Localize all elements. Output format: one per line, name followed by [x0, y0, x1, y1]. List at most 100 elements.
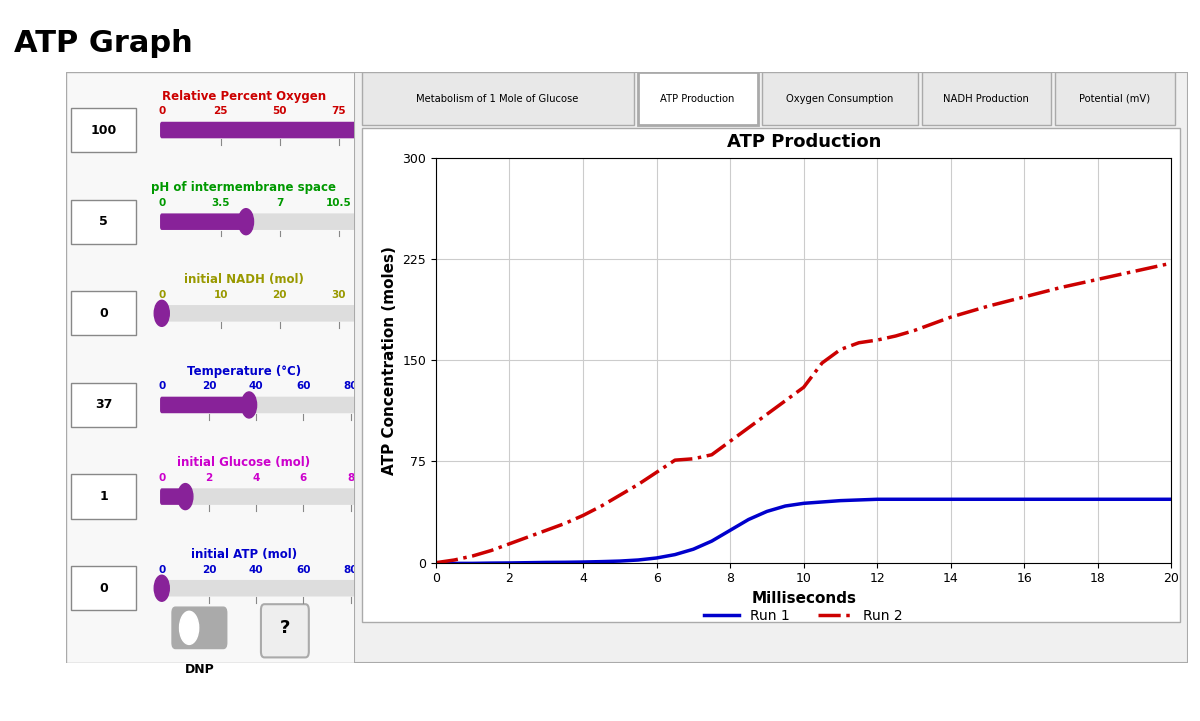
- Run 1: [870, 495, 884, 503]
- Run 1: [448, 559, 462, 567]
- FancyBboxPatch shape: [172, 607, 227, 649]
- Run 2: [484, 547, 498, 555]
- Run 1: [943, 495, 958, 503]
- Text: 100: 100: [386, 381, 409, 392]
- FancyBboxPatch shape: [396, 122, 400, 138]
- FancyBboxPatch shape: [71, 291, 136, 335]
- Text: Potential (mV): Potential (mV): [1080, 94, 1151, 104]
- Run 2: [1164, 259, 1178, 267]
- FancyBboxPatch shape: [66, 72, 408, 663]
- Text: 10.5: 10.5: [326, 198, 352, 208]
- Run 1: [484, 559, 498, 567]
- FancyBboxPatch shape: [160, 122, 400, 138]
- Run 2: [631, 480, 646, 489]
- Text: 20: 20: [202, 381, 216, 392]
- Run 1: [667, 550, 682, 559]
- Text: 1: 1: [100, 490, 108, 503]
- Text: ATP Production: ATP Production: [660, 94, 734, 104]
- FancyBboxPatch shape: [362, 128, 1180, 622]
- FancyBboxPatch shape: [245, 213, 400, 230]
- Run 2: [943, 313, 958, 322]
- Run 1: [815, 497, 829, 506]
- Run 2: [815, 358, 829, 367]
- Run 2: [907, 327, 922, 335]
- FancyBboxPatch shape: [160, 580, 400, 596]
- Text: 0: 0: [158, 381, 166, 392]
- Text: 20: 20: [272, 290, 287, 300]
- Run 1: [1054, 495, 1068, 503]
- FancyBboxPatch shape: [160, 213, 247, 230]
- FancyBboxPatch shape: [71, 566, 136, 611]
- Text: ?: ?: [280, 619, 290, 637]
- Circle shape: [390, 117, 406, 143]
- Run 2: [833, 345, 847, 354]
- Text: 20: 20: [202, 565, 216, 575]
- Run 2: [1128, 267, 1142, 275]
- Run 1: [686, 545, 701, 554]
- Circle shape: [241, 392, 257, 418]
- Run 2: [870, 336, 884, 345]
- Text: 75: 75: [331, 107, 346, 116]
- Run 1: [539, 558, 553, 567]
- FancyBboxPatch shape: [71, 200, 136, 244]
- Run 2: [704, 451, 719, 459]
- FancyBboxPatch shape: [260, 604, 308, 658]
- Run 1: [576, 558, 590, 567]
- Run 2: [503, 539, 517, 548]
- X-axis label: Milliseconds: Milliseconds: [751, 591, 856, 606]
- Run 2: [558, 519, 572, 528]
- Text: 0: 0: [100, 307, 108, 320]
- Run 2: [852, 338, 866, 347]
- Text: 2: 2: [205, 473, 212, 483]
- Run 2: [448, 556, 462, 565]
- Run 1: [558, 558, 572, 567]
- Text: 40: 40: [390, 290, 406, 300]
- Line: Run 2: Run 2: [436, 263, 1171, 562]
- FancyBboxPatch shape: [362, 72, 634, 125]
- Run 1: [503, 559, 517, 567]
- FancyBboxPatch shape: [922, 72, 1051, 125]
- Run 1: [612, 557, 626, 565]
- Text: 0: 0: [158, 107, 166, 116]
- Text: DNP: DNP: [185, 663, 215, 676]
- Text: 30: 30: [331, 290, 346, 300]
- Run 1: [797, 499, 811, 508]
- Run 1: [594, 557, 608, 566]
- Text: 10: 10: [390, 473, 404, 483]
- Run 1: [1018, 495, 1032, 503]
- Run 2: [594, 502, 608, 510]
- FancyBboxPatch shape: [160, 580, 163, 596]
- Run 2: [1091, 275, 1105, 283]
- Text: 50: 50: [272, 107, 287, 116]
- Text: 40: 40: [248, 565, 264, 575]
- Text: 100: 100: [386, 565, 409, 575]
- Run 2: [428, 558, 443, 567]
- FancyBboxPatch shape: [160, 305, 163, 322]
- Run 1: [888, 495, 902, 503]
- FancyBboxPatch shape: [160, 397, 251, 413]
- Circle shape: [155, 575, 169, 601]
- Run 2: [760, 410, 774, 419]
- FancyBboxPatch shape: [1055, 72, 1176, 125]
- Run 2: [521, 533, 535, 541]
- Text: 14: 14: [390, 198, 406, 208]
- Run 2: [612, 491, 626, 500]
- Text: initial Glucose (mol): initial Glucose (mol): [178, 456, 311, 469]
- Line: Run 1: Run 1: [436, 499, 1171, 563]
- Run 1: [852, 495, 866, 504]
- Y-axis label: ATP Concentration (moles): ATP Concentration (moles): [382, 246, 397, 474]
- Text: Relative Percent Oxygen: Relative Percent Oxygen: [162, 90, 326, 103]
- FancyBboxPatch shape: [354, 72, 1188, 663]
- FancyBboxPatch shape: [71, 108, 136, 152]
- FancyBboxPatch shape: [160, 305, 400, 322]
- Text: 3.5: 3.5: [211, 198, 230, 208]
- Text: 100: 100: [386, 107, 409, 116]
- Run 1: [1164, 495, 1178, 503]
- Run 2: [539, 526, 553, 535]
- Text: 0: 0: [158, 473, 166, 483]
- FancyBboxPatch shape: [247, 397, 400, 413]
- Run 1: [466, 559, 480, 567]
- FancyBboxPatch shape: [71, 383, 136, 427]
- Text: NADH Production: NADH Production: [943, 94, 1030, 104]
- Text: 60: 60: [296, 565, 311, 575]
